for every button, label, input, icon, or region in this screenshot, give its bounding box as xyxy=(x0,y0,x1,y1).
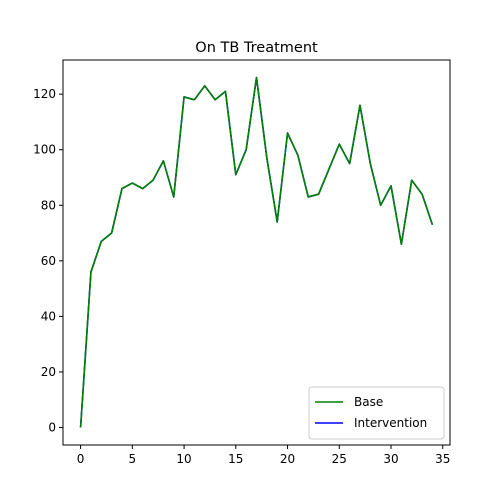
y-axis: 0 20 40 60 80 100 120 xyxy=(33,87,63,435)
x-tick-label: 10 xyxy=(176,452,191,466)
chart-title: On TB Treatment xyxy=(195,40,318,56)
legend: Base Intervention xyxy=(308,386,445,440)
x-tick-label: 30 xyxy=(383,452,398,466)
x-tick-label: 5 xyxy=(129,452,137,466)
y-tick-label: 120 xyxy=(33,87,56,101)
y-tick-label: 80 xyxy=(41,198,56,212)
legend-box xyxy=(308,386,445,440)
x-tick-label: 25 xyxy=(332,452,347,466)
y-tick-label: 100 xyxy=(33,143,56,157)
x-axis: 0 5 10 15 20 25 30 35 xyxy=(77,445,450,466)
x-tick-label: 15 xyxy=(228,452,243,466)
x-tick-label: 20 xyxy=(280,452,295,466)
y-tick-label: 60 xyxy=(41,254,56,268)
x-tick-label: 35 xyxy=(435,452,450,466)
series-line-base xyxy=(79,76,434,428)
y-tick-label: 20 xyxy=(41,365,56,379)
legend-label-intervention: Intervention xyxy=(354,416,427,430)
legend-label-base: Base xyxy=(354,395,383,409)
y-tick-label: 40 xyxy=(41,309,56,323)
x-tick-label: 0 xyxy=(77,452,85,466)
plot-frame xyxy=(62,59,451,446)
series-line-intervention xyxy=(79,76,434,428)
series-layer xyxy=(79,76,434,428)
y-tick-label: 0 xyxy=(48,421,56,435)
